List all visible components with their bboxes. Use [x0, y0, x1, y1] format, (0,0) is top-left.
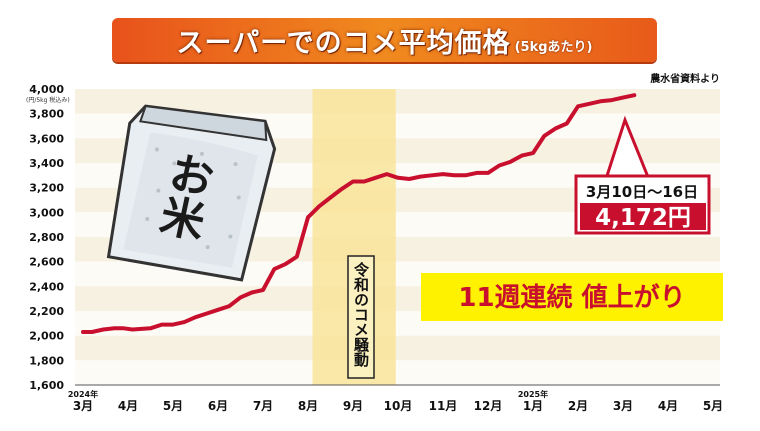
y-tick-label: 2,600	[29, 256, 64, 269]
shaded-period-label-box	[347, 255, 375, 379]
x-tick-label: 4月	[118, 399, 138, 413]
page-subtitle: (5kgあたり)	[514, 39, 593, 55]
callout-date: 3月10日～16日	[586, 183, 698, 201]
year-label: 2024年	[68, 389, 98, 399]
x-tick-label: 7月	[253, 399, 273, 413]
callout-value-bg	[580, 203, 706, 230]
source-note: 農水省資料より	[650, 74, 720, 85]
x-tick-label: 8月	[298, 399, 318, 413]
y-tick-label: 3,800	[29, 108, 64, 121]
y-tick-label: 3,200	[29, 182, 64, 195]
y-tick-label: 2,800	[29, 231, 64, 244]
x-axis: 3月 4月 5月 6月 7月 8月 9月 10月 11月 12月 1月 2月 3月 4月 5月 2024年 20…	[68, 389, 723, 413]
y-axis: 1,600 1,800 2,000 2,200 2,400 2,600 2,800 3,000…	[29, 83, 720, 392]
y-tick-label: 4,000	[29, 83, 64, 96]
x-tick-label: 9月	[343, 399, 363, 413]
y-tick-label: 1,800	[29, 354, 64, 367]
page-title: スーパーでのコメ平均価格	[176, 27, 511, 59]
banner-text: 11週連続 値上がり	[458, 282, 685, 313]
y-tick-label: 2,000	[29, 330, 64, 343]
callout-value: 4,172円	[595, 205, 691, 231]
y-tick-label: 1,600	[29, 379, 64, 392]
x-tick-label: 3月	[73, 399, 93, 413]
x-tick-label: 10月	[384, 399, 413, 413]
x-tick-label: 5月	[703, 399, 723, 413]
callout-date-bg	[581, 180, 704, 202]
y-axis-unit: (円/5kg 税込み)	[26, 97, 70, 104]
x-tick-label: 11月	[429, 399, 458, 413]
x-tick-label: 12月	[474, 399, 503, 413]
x-tick-label: 6月	[208, 399, 228, 413]
x-tick-label: 3月	[613, 399, 633, 413]
title-bar: スーパーでのコメ平均価格 (5kgあたり)	[112, 18, 657, 62]
grid-band	[75, 335, 720, 361]
x-tick-label: 5月	[163, 399, 183, 413]
rice-bag-icon	[106, 104, 277, 282]
x-tick-label: 1月	[523, 399, 543, 413]
y-tick-label: 2,200	[29, 305, 64, 318]
banner-background	[421, 273, 723, 321]
price-series-line	[81, 93, 637, 334]
y-tick-label: 3,400	[29, 157, 64, 170]
y-tick-label: 3,600	[29, 132, 64, 145]
x-tick-label: 4月	[658, 399, 678, 413]
x-tick-label: 2月	[568, 399, 588, 413]
shaded-period-label: 令和のコメ騒動	[352, 261, 370, 368]
grid-band	[75, 360, 720, 385]
y-tick-label: 2,400	[29, 280, 64, 293]
year-label: 2025年	[518, 389, 548, 399]
y-tick-label: 3,000	[29, 206, 64, 219]
